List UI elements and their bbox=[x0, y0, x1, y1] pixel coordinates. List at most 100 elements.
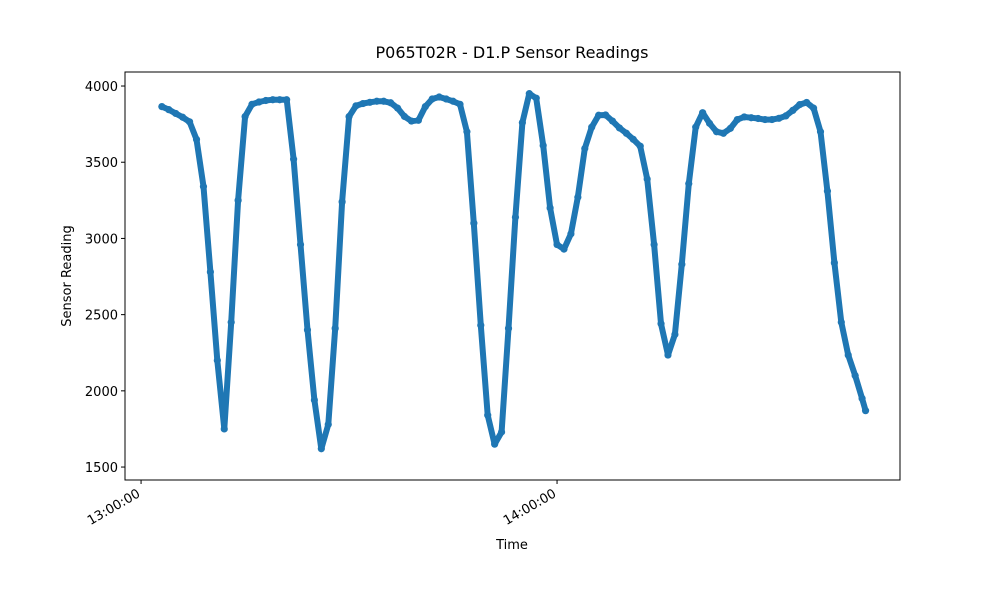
data-point bbox=[588, 123, 596, 131]
data-point bbox=[532, 94, 540, 102]
data-point bbox=[574, 193, 582, 201]
data-point bbox=[477, 321, 485, 329]
data-point bbox=[352, 102, 360, 110]
data-point bbox=[449, 97, 457, 105]
chart-title: P065T02R - D1.P Sensor Readings bbox=[376, 43, 649, 62]
data-point bbox=[719, 129, 728, 137]
data-point bbox=[338, 198, 346, 206]
axes-frame bbox=[124, 71, 901, 481]
data-point bbox=[740, 113, 748, 121]
data-point bbox=[442, 95, 450, 103]
data-point bbox=[255, 98, 263, 106]
data-point bbox=[296, 240, 305, 249]
data-point bbox=[581, 144, 589, 153]
y-tick-label: 2500 bbox=[85, 309, 118, 324]
data-point bbox=[830, 259, 838, 267]
data-point bbox=[712, 128, 721, 136]
data-point bbox=[491, 440, 499, 448]
data-point bbox=[622, 129, 630, 137]
data-point bbox=[747, 114, 755, 122]
data-point bbox=[158, 102, 166, 111]
data-point bbox=[608, 117, 617, 125]
data-point bbox=[185, 118, 194, 126]
data-point bbox=[754, 114, 762, 123]
data-point bbox=[823, 187, 832, 195]
data-point bbox=[373, 97, 381, 105]
data-point bbox=[359, 99, 367, 108]
data-point bbox=[692, 123, 700, 131]
data-point bbox=[511, 213, 520, 221]
data-point bbox=[650, 240, 658, 249]
data-point bbox=[685, 179, 693, 188]
data-point bbox=[241, 112, 249, 121]
data-point bbox=[400, 112, 409, 121]
plot-area bbox=[158, 90, 870, 453]
data-point bbox=[206, 268, 214, 276]
data-point bbox=[699, 109, 707, 117]
data-point bbox=[726, 124, 734, 132]
data-point bbox=[615, 124, 624, 132]
data-point bbox=[705, 119, 714, 127]
data-point bbox=[199, 183, 208, 191]
data-point bbox=[234, 196, 242, 204]
data-point bbox=[844, 351, 852, 359]
data-point bbox=[310, 396, 318, 404]
data-point bbox=[331, 324, 339, 332]
data-point bbox=[470, 219, 478, 227]
data-point bbox=[227, 318, 235, 326]
data-point bbox=[809, 104, 818, 112]
data-point bbox=[539, 141, 547, 150]
data-point bbox=[484, 411, 492, 419]
data-point bbox=[837, 318, 845, 326]
y-axis-label: Sensor Reading bbox=[60, 225, 75, 326]
data-point bbox=[796, 101, 804, 109]
data-point bbox=[546, 204, 554, 212]
data-point bbox=[248, 100, 256, 108]
data-point bbox=[289, 155, 298, 163]
data-point bbox=[366, 98, 374, 106]
data-point bbox=[345, 112, 353, 121]
data-point bbox=[861, 407, 870, 415]
data-point bbox=[851, 371, 859, 380]
data-point bbox=[803, 98, 811, 107]
data-point bbox=[671, 330, 679, 339]
data-point bbox=[421, 102, 429, 111]
data-point bbox=[789, 106, 797, 115]
y-tick-label: 3000 bbox=[85, 232, 118, 247]
data-point bbox=[664, 351, 672, 359]
data-point bbox=[504, 324, 513, 332]
data-point bbox=[192, 135, 201, 143]
data-point bbox=[317, 445, 325, 453]
data-point bbox=[858, 394, 866, 403]
data-point bbox=[816, 128, 825, 136]
data-point bbox=[497, 428, 506, 436]
data-point bbox=[407, 117, 416, 125]
data-point bbox=[435, 93, 443, 101]
y-tick-label: 1500 bbox=[85, 461, 118, 476]
data-point bbox=[629, 135, 637, 143]
data-point bbox=[276, 96, 284, 104]
data-point bbox=[393, 104, 402, 112]
data-point bbox=[414, 116, 422, 124]
data-point bbox=[518, 118, 526, 127]
data-point bbox=[761, 115, 769, 124]
data-point bbox=[525, 90, 533, 98]
data-point bbox=[678, 260, 686, 268]
data-point bbox=[165, 106, 173, 114]
data-point bbox=[213, 356, 221, 364]
data-point bbox=[456, 100, 464, 108]
data-point bbox=[601, 111, 610, 119]
data-point bbox=[303, 326, 312, 334]
data-point bbox=[553, 240, 561, 249]
data-point bbox=[782, 112, 790, 120]
data-point bbox=[775, 114, 783, 122]
data-point bbox=[220, 425, 228, 433]
data-point bbox=[283, 96, 291, 104]
data-point bbox=[262, 96, 270, 105]
data-point bbox=[387, 99, 395, 107]
data-point bbox=[595, 111, 603, 119]
data-point bbox=[768, 115, 776, 124]
data-point bbox=[179, 113, 187, 121]
data-point bbox=[560, 245, 568, 253]
